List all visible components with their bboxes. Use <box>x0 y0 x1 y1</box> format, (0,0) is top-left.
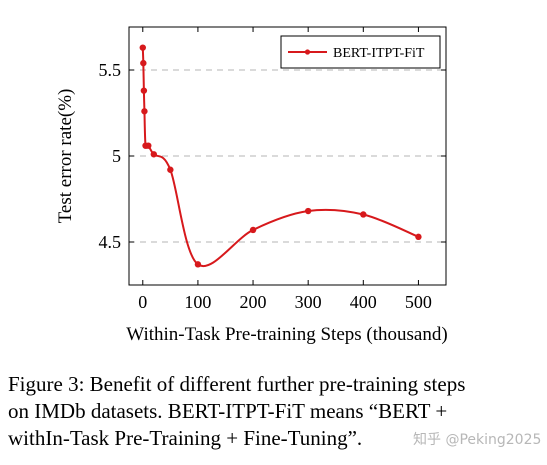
x-axis-label: Within-Task Pre-training Steps (thousand… <box>126 324 447 345</box>
data-point <box>249 226 257 234</box>
series-line <box>141 47 419 268</box>
x-tick-label: 300 <box>295 292 322 312</box>
axis-ticks: 4.5 5 5.5 0 100 200 300 400 500 <box>99 27 446 312</box>
legend-swatch-marker <box>304 49 311 55</box>
x-tick-label: 200 <box>240 292 267 312</box>
y-axis-label: Test error rate(%) <box>55 89 76 224</box>
data-point <box>140 87 148 94</box>
caption-line: withIn-Task Pre-Training + Fine-Tuning”. <box>8 426 363 450</box>
y-tick-label: 5.5 <box>99 60 122 80</box>
data-point <box>194 261 202 268</box>
legend-label: BERT-ITPT-FiT <box>333 46 425 61</box>
x-tick-label: 0 <box>138 292 147 312</box>
legend: BERT-ITPT-FiT <box>280 35 441 69</box>
watermark: 知乎 @Peking2025 <box>413 432 542 448</box>
x-tick-label: 500 <box>405 292 432 312</box>
data-point <box>140 59 147 67</box>
data-point <box>139 44 146 51</box>
figure-caption: Figure 3: Benefit of different further p… <box>8 371 538 452</box>
data-point <box>360 211 367 218</box>
data-point <box>145 142 152 149</box>
data-point <box>167 166 174 173</box>
grid <box>129 69 446 243</box>
data-point <box>150 151 158 158</box>
x-tick-label: 100 <box>184 292 211 312</box>
data-point <box>304 207 312 215</box>
caption-line: on IMDb datasets. BERT-ITPT-FiT means “B… <box>8 399 448 423</box>
x-tick-label: 400 <box>350 292 377 312</box>
caption-line: Figure 3: Benefit of different further p… <box>8 372 466 396</box>
data-point <box>415 233 422 241</box>
legend-box <box>280 35 441 69</box>
series-layer <box>139 44 422 268</box>
y-tick-label: 5 <box>112 146 121 166</box>
data-point <box>141 108 148 115</box>
y-tick-label: 4.5 <box>99 232 122 252</box>
line-chart: 4.5 5 5.5 0 100 200 300 400 500 BERT-ITPT-FiT Wi… <box>55 26 448 345</box>
